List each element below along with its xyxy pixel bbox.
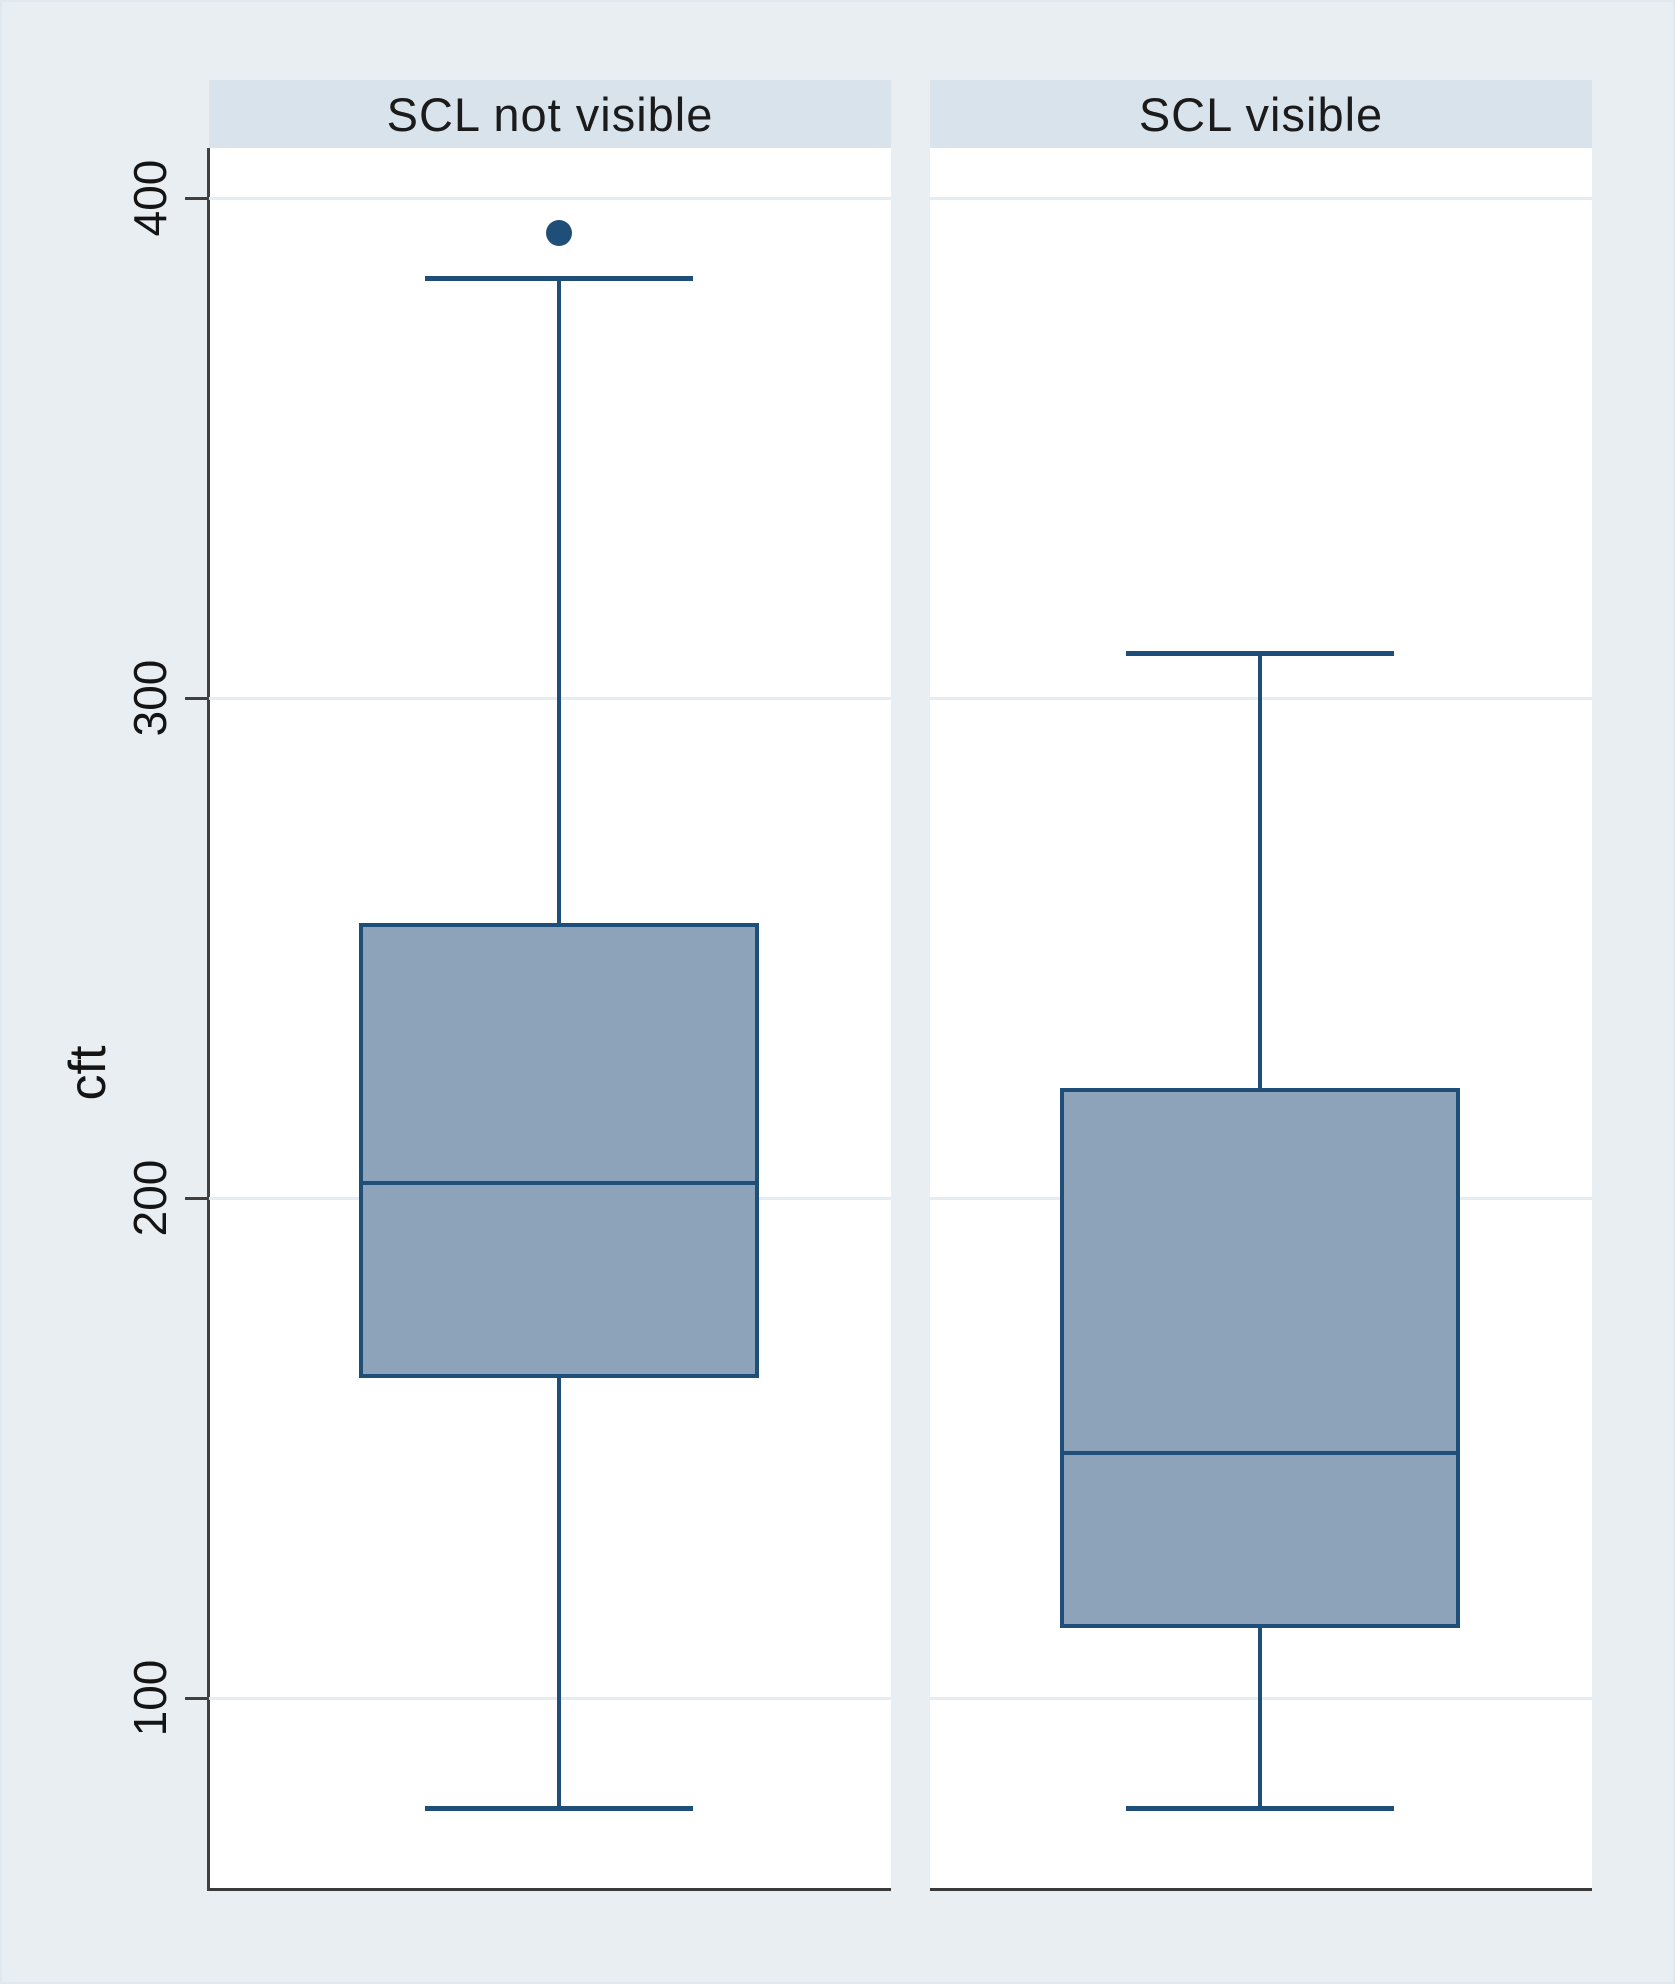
panel-header-scl-not-visible: SCL not visible [209, 80, 891, 148]
lower-whisker-stem [557, 1378, 561, 1808]
y-tick-label-100: 100 [124, 1659, 176, 1737]
iqr-box [359, 923, 759, 1378]
gridline [209, 697, 891, 700]
panel-title: SCL not visible [386, 87, 714, 141]
x-axis-line-left-panel [209, 1888, 891, 1891]
y-axis-line [207, 148, 210, 1891]
upper-whisker-stem [1258, 653, 1262, 1088]
y-tick-mark [185, 197, 207, 200]
median-line [1060, 1451, 1460, 1455]
gridline [209, 197, 891, 200]
iqr-box [1060, 1088, 1460, 1628]
lower-whisker-cap [1126, 1806, 1394, 1811]
lower-whisker-stem [1258, 1628, 1262, 1808]
y-tick-mark [185, 697, 207, 700]
gridline [930, 197, 1592, 200]
upper-whisker-cap [1126, 651, 1394, 656]
y-axis-title: cft [59, 1045, 117, 1101]
y-tick-label-200: 200 [124, 1159, 176, 1237]
outlier-dot [546, 220, 572, 246]
x-axis-line-right-panel [930, 1888, 1592, 1891]
gridline [209, 1697, 891, 1700]
y-tick-label-300: 300 [124, 659, 176, 737]
lower-whisker-cap [425, 1806, 693, 1811]
y-tick-mark [185, 1697, 207, 1700]
median-line [359, 1181, 759, 1185]
upper-whisker-cap [425, 276, 693, 281]
panel-header-scl-visible: SCL visible [930, 80, 1592, 148]
panel-title: SCL visible [1138, 87, 1384, 141]
y-tick-label-400: 400 [124, 159, 176, 237]
upper-whisker-stem [557, 278, 561, 923]
y-tick-mark [185, 1197, 207, 1200]
